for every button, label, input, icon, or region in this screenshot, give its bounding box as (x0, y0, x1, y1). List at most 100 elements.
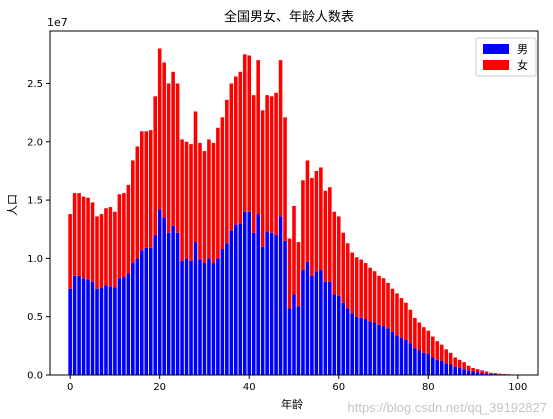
chart-title: 全国男女、年龄人数表 (224, 9, 354, 25)
bar-female-age-73 (395, 293, 399, 336)
bar-male-age-92 (480, 372, 484, 375)
bar-female-age-96 (498, 373, 502, 375)
bar-male-age-88 (462, 369, 466, 375)
bar-male-age-51 (296, 306, 301, 375)
bar-male-age-77 (413, 348, 417, 375)
bar-male-age-62 (345, 308, 350, 375)
bar-male-age-72 (390, 331, 395, 375)
bar-female-age-41 (251, 95, 256, 233)
bar-male-age-47 (278, 216, 283, 375)
bar-male-age-37 (234, 224, 238, 375)
female-bars (68, 48, 520, 375)
bar-female-age-29 (198, 142, 202, 260)
bar-female-age-87 (457, 359, 462, 369)
bar-male-age-89 (466, 370, 471, 375)
bar-female-age-39 (242, 54, 247, 212)
bar-male-age-55 (314, 271, 319, 375)
bar-male-age-42 (256, 214, 260, 375)
bar-female-age-75 (404, 302, 408, 341)
bar-female-age-33 (216, 127, 220, 259)
x-tick-label: 80 (422, 382, 435, 393)
bar-male-age-31 (207, 258, 211, 375)
y-axis-label: 人口 (6, 194, 19, 216)
bar-female-age-40 (247, 55, 252, 212)
bar-female-age-12 (122, 193, 126, 278)
bar-male-age-20 (157, 209, 162, 375)
bar-female-age-76 (408, 309, 413, 344)
bar-male-age-16 (139, 250, 144, 375)
bar-female-age-25 (180, 139, 184, 261)
bar-female-age-82 (435, 341, 440, 360)
bar-male-age-12 (122, 277, 126, 375)
x-ticks: 0 20 40 60 80 100 (67, 375, 527, 393)
bar-male-age-30 (202, 263, 207, 375)
bar-male-age-70 (381, 326, 386, 375)
y-tick-label: 1.0 (27, 254, 43, 265)
bar-male-age-81 (430, 357, 435, 375)
bar-male-age-25 (180, 260, 184, 375)
bar-male-age-3 (81, 278, 86, 375)
bar-female-age-71 (386, 282, 390, 329)
bar-male-age-48 (283, 240, 287, 375)
axes-frame (49, 30, 539, 376)
legend-label-female: 女 (517, 58, 528, 72)
bar-female-age-31 (207, 139, 211, 259)
bar-male-age-91 (475, 372, 480, 375)
bar-male-age-85 (448, 364, 453, 375)
bar-female-age-0 (68, 214, 72, 289)
bar-female-age-81 (430, 336, 435, 358)
bar-male-age-9 (108, 286, 113, 375)
bar-female-age-79 (422, 327, 426, 353)
bar-male-age-8 (104, 285, 108, 375)
bar-female-age-54 (310, 177, 314, 276)
bar-female-age-93 (484, 371, 489, 374)
bar-female-age-65 (359, 259, 363, 318)
bar-male-age-61 (341, 302, 346, 375)
y-tick-label: 1.5 (27, 196, 43, 207)
bar-male-age-41 (251, 232, 256, 375)
bar-male-age-79 (422, 352, 426, 375)
bar-female-age-91 (475, 369, 480, 373)
bar-male-age-32 (211, 263, 216, 375)
y-tick-label: 2.5 (27, 79, 43, 90)
bar-female-age-7 (99, 214, 104, 288)
bar-male-age-19 (153, 235, 158, 375)
bar-male-age-53 (305, 261, 310, 375)
bar-male-age-21 (162, 217, 166, 375)
bar-male-age-26 (184, 258, 189, 375)
bar-female-age-67 (368, 267, 372, 322)
bar-female-age-88 (462, 362, 466, 370)
bar-female-age-42 (256, 60, 260, 215)
y-tick-label: 0.5 (27, 312, 43, 323)
bar-male-age-44 (265, 231, 269, 375)
bar-male-age-78 (417, 350, 422, 375)
bar-male-age-18 (148, 247, 153, 375)
bar-male-age-50 (292, 294, 296, 375)
bar-female-age-3 (81, 196, 86, 279)
bar-female-age-23 (171, 71, 175, 226)
bar-male-age-1 (72, 275, 77, 375)
bar-male-age-45 (269, 232, 274, 375)
bar-male-age-58 (328, 281, 332, 375)
bar-male-age-90 (471, 371, 475, 375)
bar-male-age-23 (171, 225, 175, 375)
bar-male-age-43 (260, 246, 265, 375)
bar-female-age-72 (390, 288, 395, 332)
x-tick-label: 60 (332, 382, 345, 393)
bar-male-age-59 (332, 294, 337, 375)
bar-female-age-49 (287, 238, 292, 309)
bar-male-age-5 (90, 281, 95, 375)
bar-male-age-4 (86, 279, 90, 375)
bar-male-age-93 (484, 373, 489, 375)
bar-male-age-83 (439, 361, 444, 375)
bar-female-age-44 (265, 95, 269, 232)
bar-male-age-14 (131, 263, 135, 375)
x-tick-label: 100 (508, 382, 527, 393)
bar-female-age-19 (153, 96, 158, 236)
bar-male-age-2 (77, 275, 81, 375)
bar-female-age-58 (328, 187, 332, 282)
bar-female-age-62 (345, 243, 350, 309)
bar-female-age-15 (135, 146, 140, 259)
bar-female-age-17 (144, 131, 149, 248)
bar-male-age-65 (359, 317, 363, 375)
